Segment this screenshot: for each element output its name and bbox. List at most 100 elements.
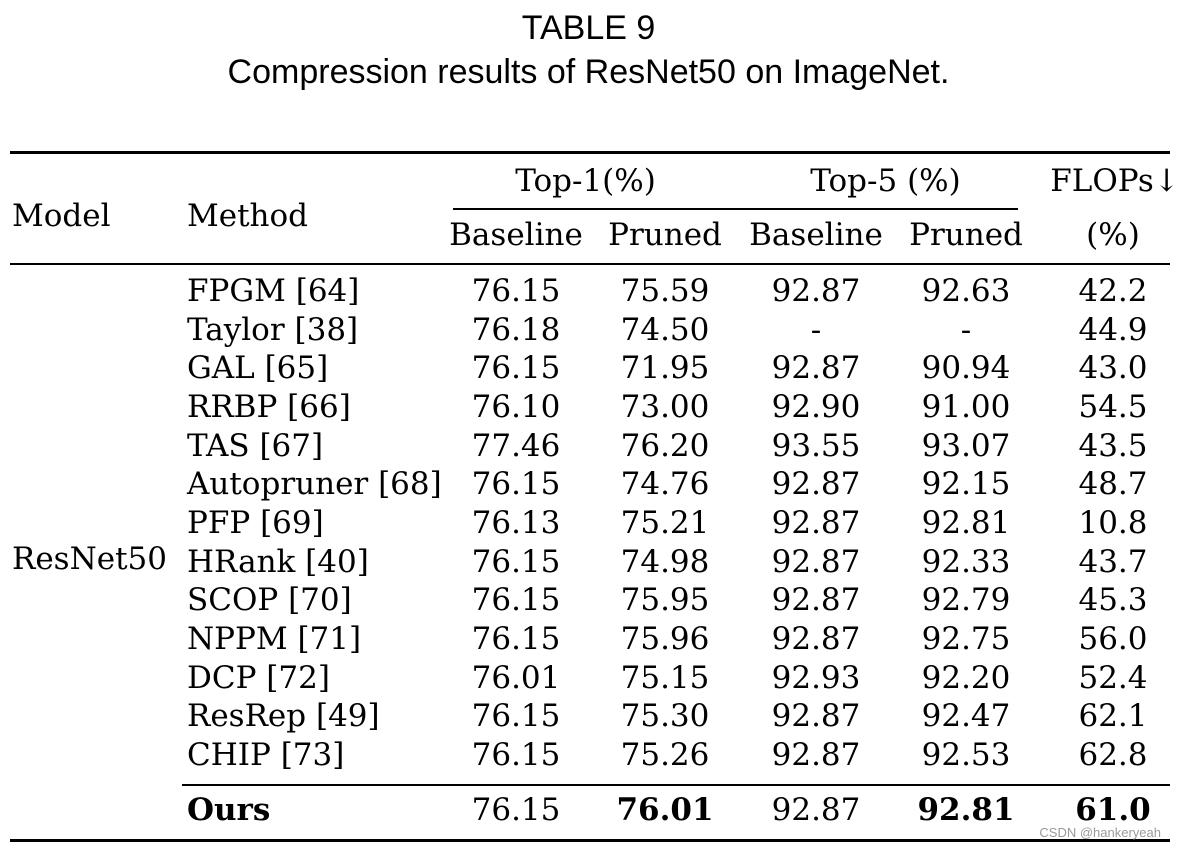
row-top1-pruned: 75.30 xyxy=(620,698,710,734)
row-top1-baseline: 76.13 xyxy=(471,505,561,541)
row-top1-baseline: 76.01 xyxy=(471,660,561,696)
row-flops: 62.8 xyxy=(1078,737,1148,773)
ours-top1-baseline: 76.15 xyxy=(471,792,561,828)
ours-top5-pruned: 92.81 xyxy=(917,792,1015,828)
row-top5-baseline: - xyxy=(810,312,822,348)
row-method: DCP [72] xyxy=(187,660,330,696)
row-flops: 10.8 xyxy=(1078,505,1148,541)
row-top5-baseline: 92.87 xyxy=(771,350,861,386)
row-top1-pruned: 71.95 xyxy=(620,350,710,386)
row-top1-pruned: 75.59 xyxy=(620,273,710,309)
row-top5-baseline: 92.93 xyxy=(771,660,861,696)
row-method: SCOP [70] xyxy=(187,582,352,618)
row-top5-pruned: - xyxy=(960,312,972,348)
row-top5-baseline: 92.87 xyxy=(771,737,861,773)
row-top5-pruned: 92.20 xyxy=(921,660,1011,696)
row-flops: 56.0 xyxy=(1078,621,1148,657)
row-method: Taylor [38] xyxy=(187,312,359,348)
row-top5-baseline: 92.87 xyxy=(771,621,861,657)
row-method: ResRep [49] xyxy=(187,698,380,734)
row-top1-baseline: 76.10 xyxy=(471,389,561,425)
row-top1-pruned: 75.96 xyxy=(620,621,710,657)
row-top5-pruned: 92.47 xyxy=(921,698,1011,734)
row-top1-baseline: 76.15 xyxy=(471,582,561,618)
row-flops: 45.3 xyxy=(1078,582,1148,618)
row-top5-pruned: 92.53 xyxy=(921,737,1011,773)
row-top1-baseline: 76.18 xyxy=(471,312,561,348)
row-flops: 44.9 xyxy=(1078,312,1148,348)
row-top1-pruned: 75.26 xyxy=(620,737,710,773)
top-rule xyxy=(10,151,1170,154)
row-top5-baseline: 92.87 xyxy=(771,273,861,309)
row-flops: 48.7 xyxy=(1078,466,1148,502)
row-top1-baseline: 76.15 xyxy=(471,273,561,309)
row-flops: 52.4 xyxy=(1078,660,1148,696)
row-top1-pruned: 73.00 xyxy=(620,389,710,425)
model-name: ResNet50 xyxy=(12,541,167,577)
row-top1-pruned: 74.76 xyxy=(620,466,710,502)
header-flops-unit: (%) xyxy=(1086,217,1140,253)
row-top5-pruned: 92.79 xyxy=(921,582,1011,618)
row-top5-baseline: 92.87 xyxy=(771,505,861,541)
row-method: Autopruner [68] xyxy=(187,466,442,502)
row-top1-pruned: 74.98 xyxy=(620,544,710,580)
ours-top5-baseline: 92.87 xyxy=(771,792,861,828)
row-top5-baseline: 92.87 xyxy=(771,544,861,580)
row-top1-baseline: 76.15 xyxy=(471,698,561,734)
row-top1-baseline: 76.15 xyxy=(471,466,561,502)
row-top1-pruned: 75.21 xyxy=(620,505,710,541)
header-top1: Top-1(%) xyxy=(515,163,656,199)
ours-method: Ours xyxy=(187,792,271,828)
row-top5-baseline: 92.90 xyxy=(771,389,861,425)
row-method: NPPM [71] xyxy=(187,621,362,657)
header-top1-baseline: Baseline xyxy=(449,217,583,253)
header-top5-baseline: Baseline xyxy=(749,217,883,253)
table-caption: Compression results of ResNet50 on Image… xyxy=(227,53,950,91)
row-top1-baseline: 76.15 xyxy=(471,544,561,580)
row-top1-baseline: 76.15 xyxy=(471,737,561,773)
row-top1-pruned: 75.15 xyxy=(620,660,710,696)
header-rule xyxy=(10,263,1170,265)
row-top5-pruned: 92.33 xyxy=(921,544,1011,580)
watermark: CSDN @hankeryeah xyxy=(1039,825,1161,840)
row-top5-pruned: 91.00 xyxy=(921,389,1011,425)
ours-rule xyxy=(182,784,1170,786)
row-top5-pruned: 90.94 xyxy=(921,350,1011,386)
ours-top1-pruned: 76.01 xyxy=(616,792,714,828)
row-top1-baseline: 76.15 xyxy=(471,621,561,657)
bottom-rule xyxy=(10,839,1170,842)
row-top1-baseline: 77.46 xyxy=(471,428,561,464)
row-flops: 43.0 xyxy=(1078,350,1148,386)
row-method: RRBP [66] xyxy=(187,389,351,425)
row-flops: 54.5 xyxy=(1078,389,1148,425)
row-method: GAL [65] xyxy=(187,350,329,386)
row-flops: 43.7 xyxy=(1078,544,1148,580)
header-flops: FLOPs↓ xyxy=(1050,163,1177,199)
row-method: FPGM [64] xyxy=(187,273,360,309)
header-model: Model xyxy=(12,198,111,234)
row-top5-baseline: 92.87 xyxy=(771,582,861,618)
row-top5-pruned: 92.15 xyxy=(921,466,1011,502)
row-top1-baseline: 76.15 xyxy=(471,350,561,386)
header-top5-pruned: Pruned xyxy=(909,217,1023,253)
row-top5-baseline: 93.55 xyxy=(771,428,861,464)
row-top1-pruned: 74.50 xyxy=(620,312,710,348)
row-method: CHIP [73] xyxy=(187,737,345,773)
row-method: TAS [67] xyxy=(187,428,324,464)
header-method: Method xyxy=(187,198,309,234)
row-top5-pruned: 93.07 xyxy=(921,428,1011,464)
row-method: PFP [69] xyxy=(187,505,324,541)
row-flops: 62.1 xyxy=(1078,698,1148,734)
row-top1-pruned: 76.20 xyxy=(620,428,710,464)
row-top5-pruned: 92.63 xyxy=(921,273,1011,309)
row-top5-baseline: 92.87 xyxy=(771,466,861,502)
row-top5-pruned: 92.81 xyxy=(921,505,1011,541)
row-flops: 43.5 xyxy=(1078,428,1148,464)
row-top5-baseline: 92.87 xyxy=(771,698,861,734)
row-top5-pruned: 92.75 xyxy=(921,621,1011,657)
row-flops: 42.2 xyxy=(1078,273,1148,309)
group-rule-left xyxy=(453,208,1018,210)
ours-flops: 61.0 xyxy=(1075,792,1151,828)
row-method: HRank [40] xyxy=(187,544,369,580)
header-top5: Top-5 (%) xyxy=(810,163,961,199)
